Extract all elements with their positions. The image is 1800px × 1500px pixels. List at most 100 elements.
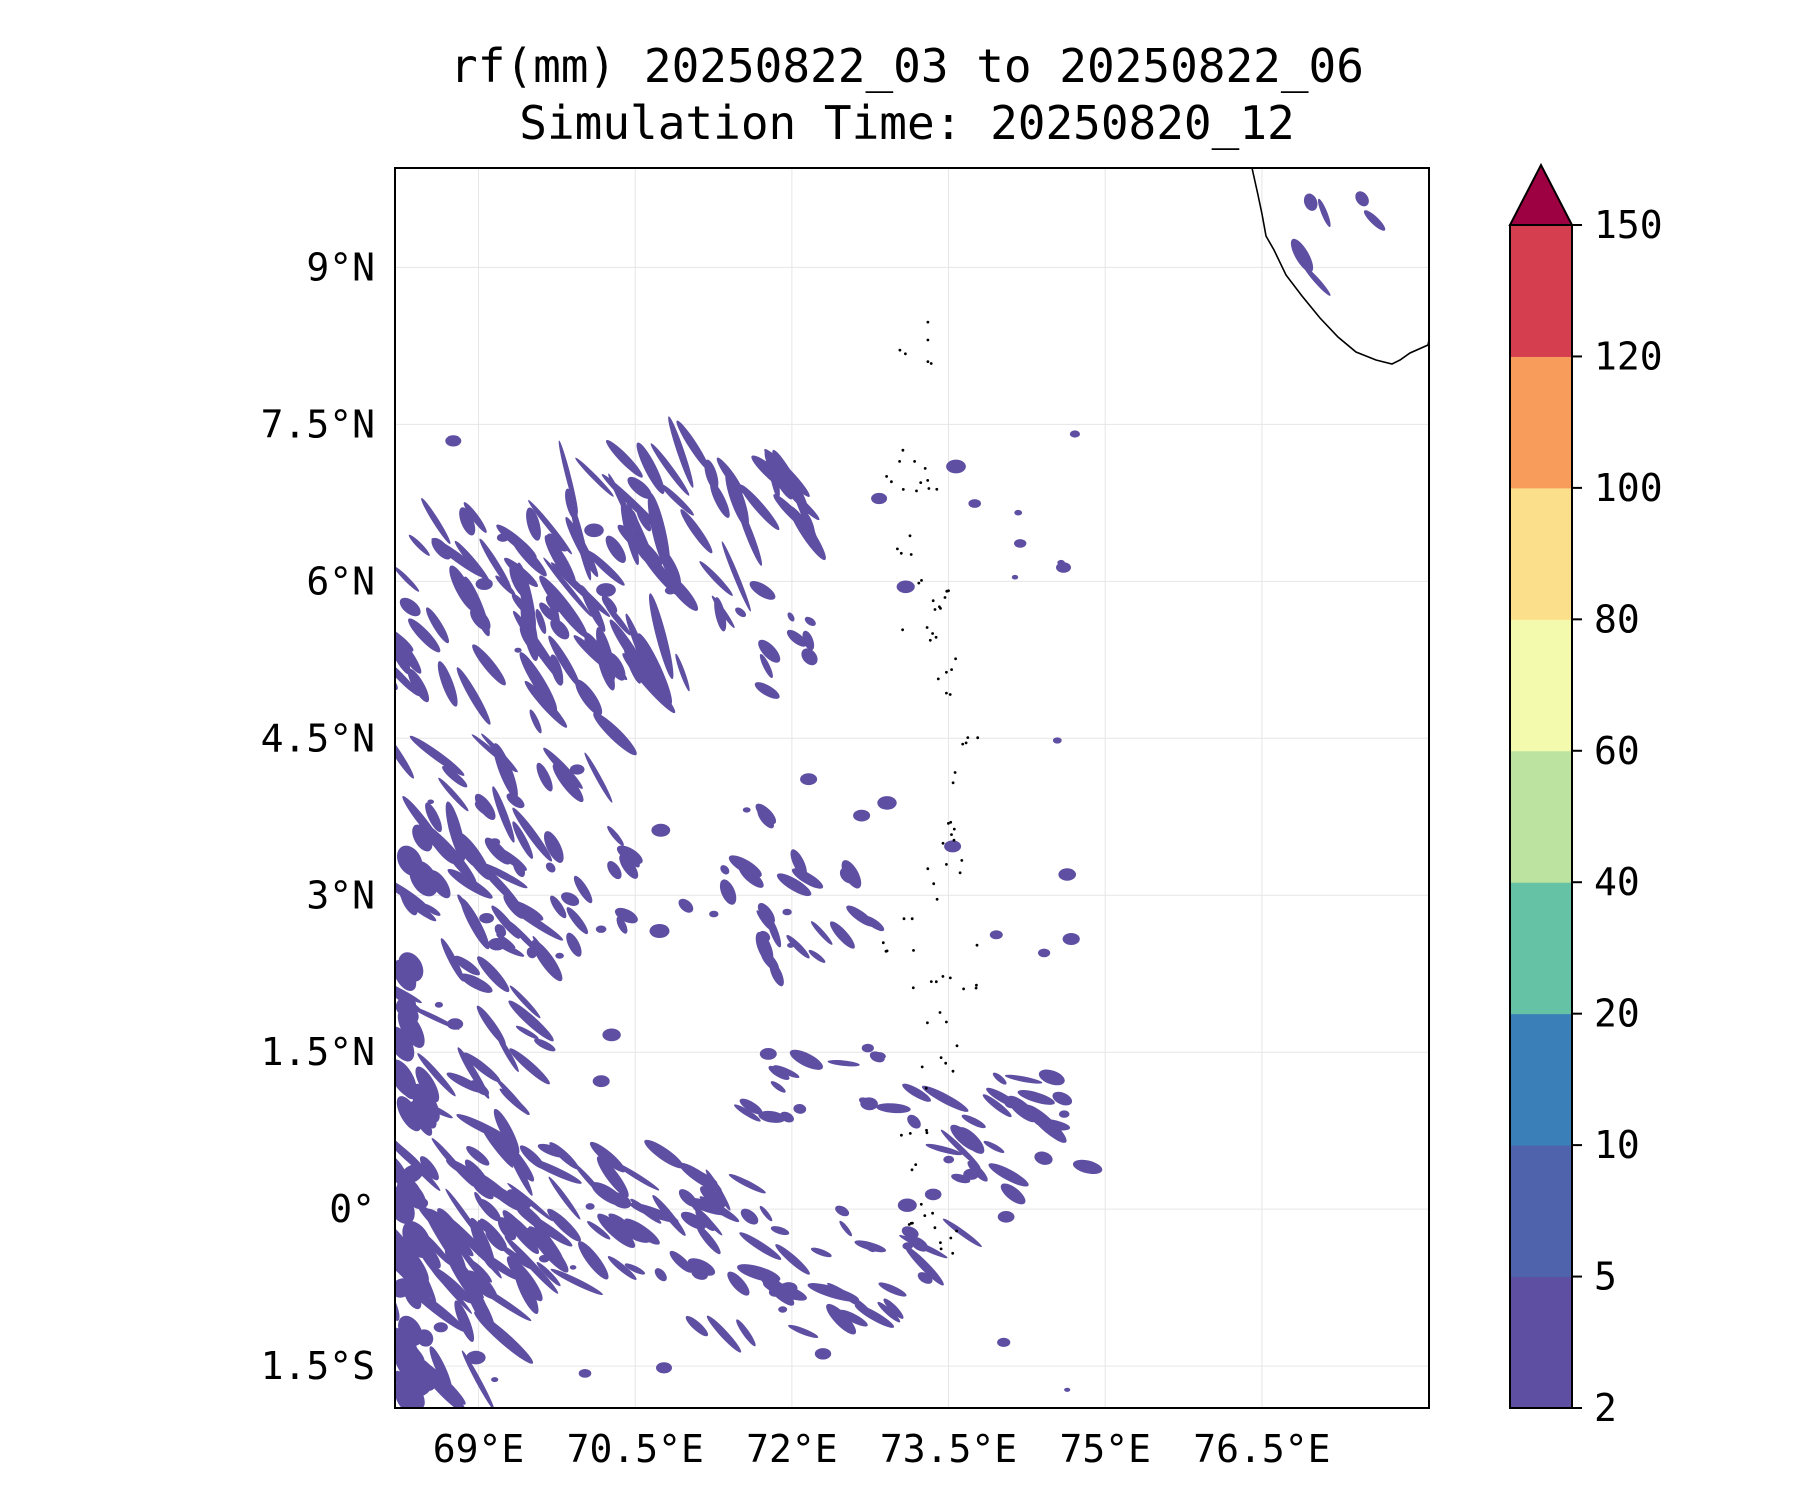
rain-cell — [637, 633, 673, 705]
rain-cell — [1004, 1097, 1021, 1109]
rain-cell — [627, 476, 652, 499]
rain-cell — [470, 607, 491, 631]
rain-cell — [710, 481, 730, 518]
rain-cell — [543, 831, 564, 863]
rain-cell — [1052, 737, 1062, 744]
colorbar-tick-label: 60 — [1594, 729, 1640, 773]
rain-cell — [699, 561, 733, 596]
rain-cell — [871, 492, 888, 505]
island-dot — [924, 1086, 928, 1090]
rain-cell — [786, 934, 810, 959]
colorbar-tick-label: 40 — [1594, 860, 1640, 904]
rain-cell — [660, 549, 681, 587]
rain-cell — [412, 824, 433, 852]
rain-cell — [578, 1369, 592, 1378]
island-dot — [915, 489, 918, 493]
rain-cell — [607, 1256, 637, 1280]
rain-cell — [409, 735, 465, 776]
island-dot — [939, 1247, 943, 1251]
lon-tick-label: 76.5°E — [1193, 1427, 1330, 1471]
island-dot — [919, 481, 923, 484]
rain-cell — [459, 507, 476, 536]
rain-cell — [528, 500, 573, 555]
rain-cell — [961, 1114, 986, 1129]
island-dot — [949, 820, 953, 824]
rain-cell — [721, 541, 751, 612]
lon-tick-label: 73.5°E — [880, 1427, 1017, 1471]
rain-cell — [1038, 1069, 1065, 1086]
rain-cell — [691, 1267, 708, 1280]
rain-cell — [1303, 193, 1318, 211]
rain-cell — [609, 619, 648, 677]
rain-cell — [395, 1134, 441, 1192]
rain-cell — [539, 602, 555, 621]
rain-cell — [505, 899, 544, 921]
island-dot — [926, 360, 930, 363]
colorbar-tick-label: 80 — [1594, 597, 1640, 641]
island-dot — [925, 1131, 929, 1135]
rain-cell — [1064, 1387, 1071, 1392]
colorbar-tick-label: 20 — [1594, 992, 1640, 1036]
island-dot — [899, 551, 903, 555]
rain-cell — [982, 1094, 1012, 1118]
rain-cell — [519, 652, 558, 712]
island-dot — [945, 1020, 948, 1024]
rain-cell — [1014, 509, 1023, 516]
rain-cell — [862, 1241, 875, 1253]
island-dot — [935, 897, 939, 901]
rain-cell — [492, 786, 515, 843]
island-dot — [950, 668, 953, 671]
rain-cell — [664, 573, 699, 611]
island-dot — [939, 1056, 943, 1059]
rain-cell — [510, 537, 547, 577]
rain-cell — [508, 1000, 554, 1042]
rain-cell — [456, 1114, 512, 1143]
rain-cell — [1038, 948, 1051, 958]
rain-cell — [536, 1261, 561, 1287]
rain-cell — [445, 1188, 482, 1240]
rain-cell — [584, 523, 604, 538]
colorbar-segment — [1510, 750, 1572, 883]
rain-cell — [408, 1005, 460, 1030]
rain-cell — [506, 1189, 531, 1209]
rain-cell — [404, 1285, 422, 1310]
rain-cell — [668, 416, 694, 488]
rain-cell — [901, 1226, 919, 1239]
island-dot — [941, 841, 945, 845]
rain-cell — [739, 1098, 763, 1115]
island-dot — [901, 628, 904, 632]
rain-cell — [635, 541, 659, 567]
rain-cell — [481, 733, 518, 773]
island-dot — [898, 460, 901, 463]
lat-tick-label: 1.5°S — [261, 1344, 375, 1388]
island-dot — [954, 657, 957, 661]
rain-cell — [946, 459, 966, 474]
rain-cell — [395, 655, 420, 697]
rain-cell — [578, 1241, 609, 1280]
rain-cell — [580, 585, 606, 632]
lat-tick-label: 4.5°N — [261, 716, 375, 760]
rain-cell — [943, 1155, 955, 1164]
rain-cell — [569, 1265, 577, 1270]
island-dot — [950, 833, 953, 836]
rain-cell — [493, 1108, 520, 1155]
rain-cell — [466, 1145, 490, 1166]
rain-cell — [687, 1258, 716, 1276]
rain-cell — [587, 1221, 611, 1240]
colorbar-tick-label: 100 — [1594, 466, 1663, 510]
rain-cell — [409, 1377, 433, 1398]
colorbar-segment — [1510, 487, 1572, 620]
colorbar-segment — [1510, 619, 1572, 752]
rain-cell — [735, 607, 747, 618]
rain-cell — [773, 1065, 800, 1079]
rain-cell — [757, 902, 775, 925]
map-title-line-1: rf(mm) 20250822_03 to 20250822_06 — [450, 39, 1364, 93]
rain-cell — [711, 595, 735, 629]
rain-cell — [548, 1176, 581, 1220]
island-dot — [935, 487, 939, 491]
rain-cell — [474, 801, 494, 817]
rain-cell — [488, 938, 506, 951]
island-dot — [885, 475, 888, 478]
island-dot — [975, 943, 979, 947]
colorbar-tick-label: 5 — [1594, 1255, 1617, 1299]
